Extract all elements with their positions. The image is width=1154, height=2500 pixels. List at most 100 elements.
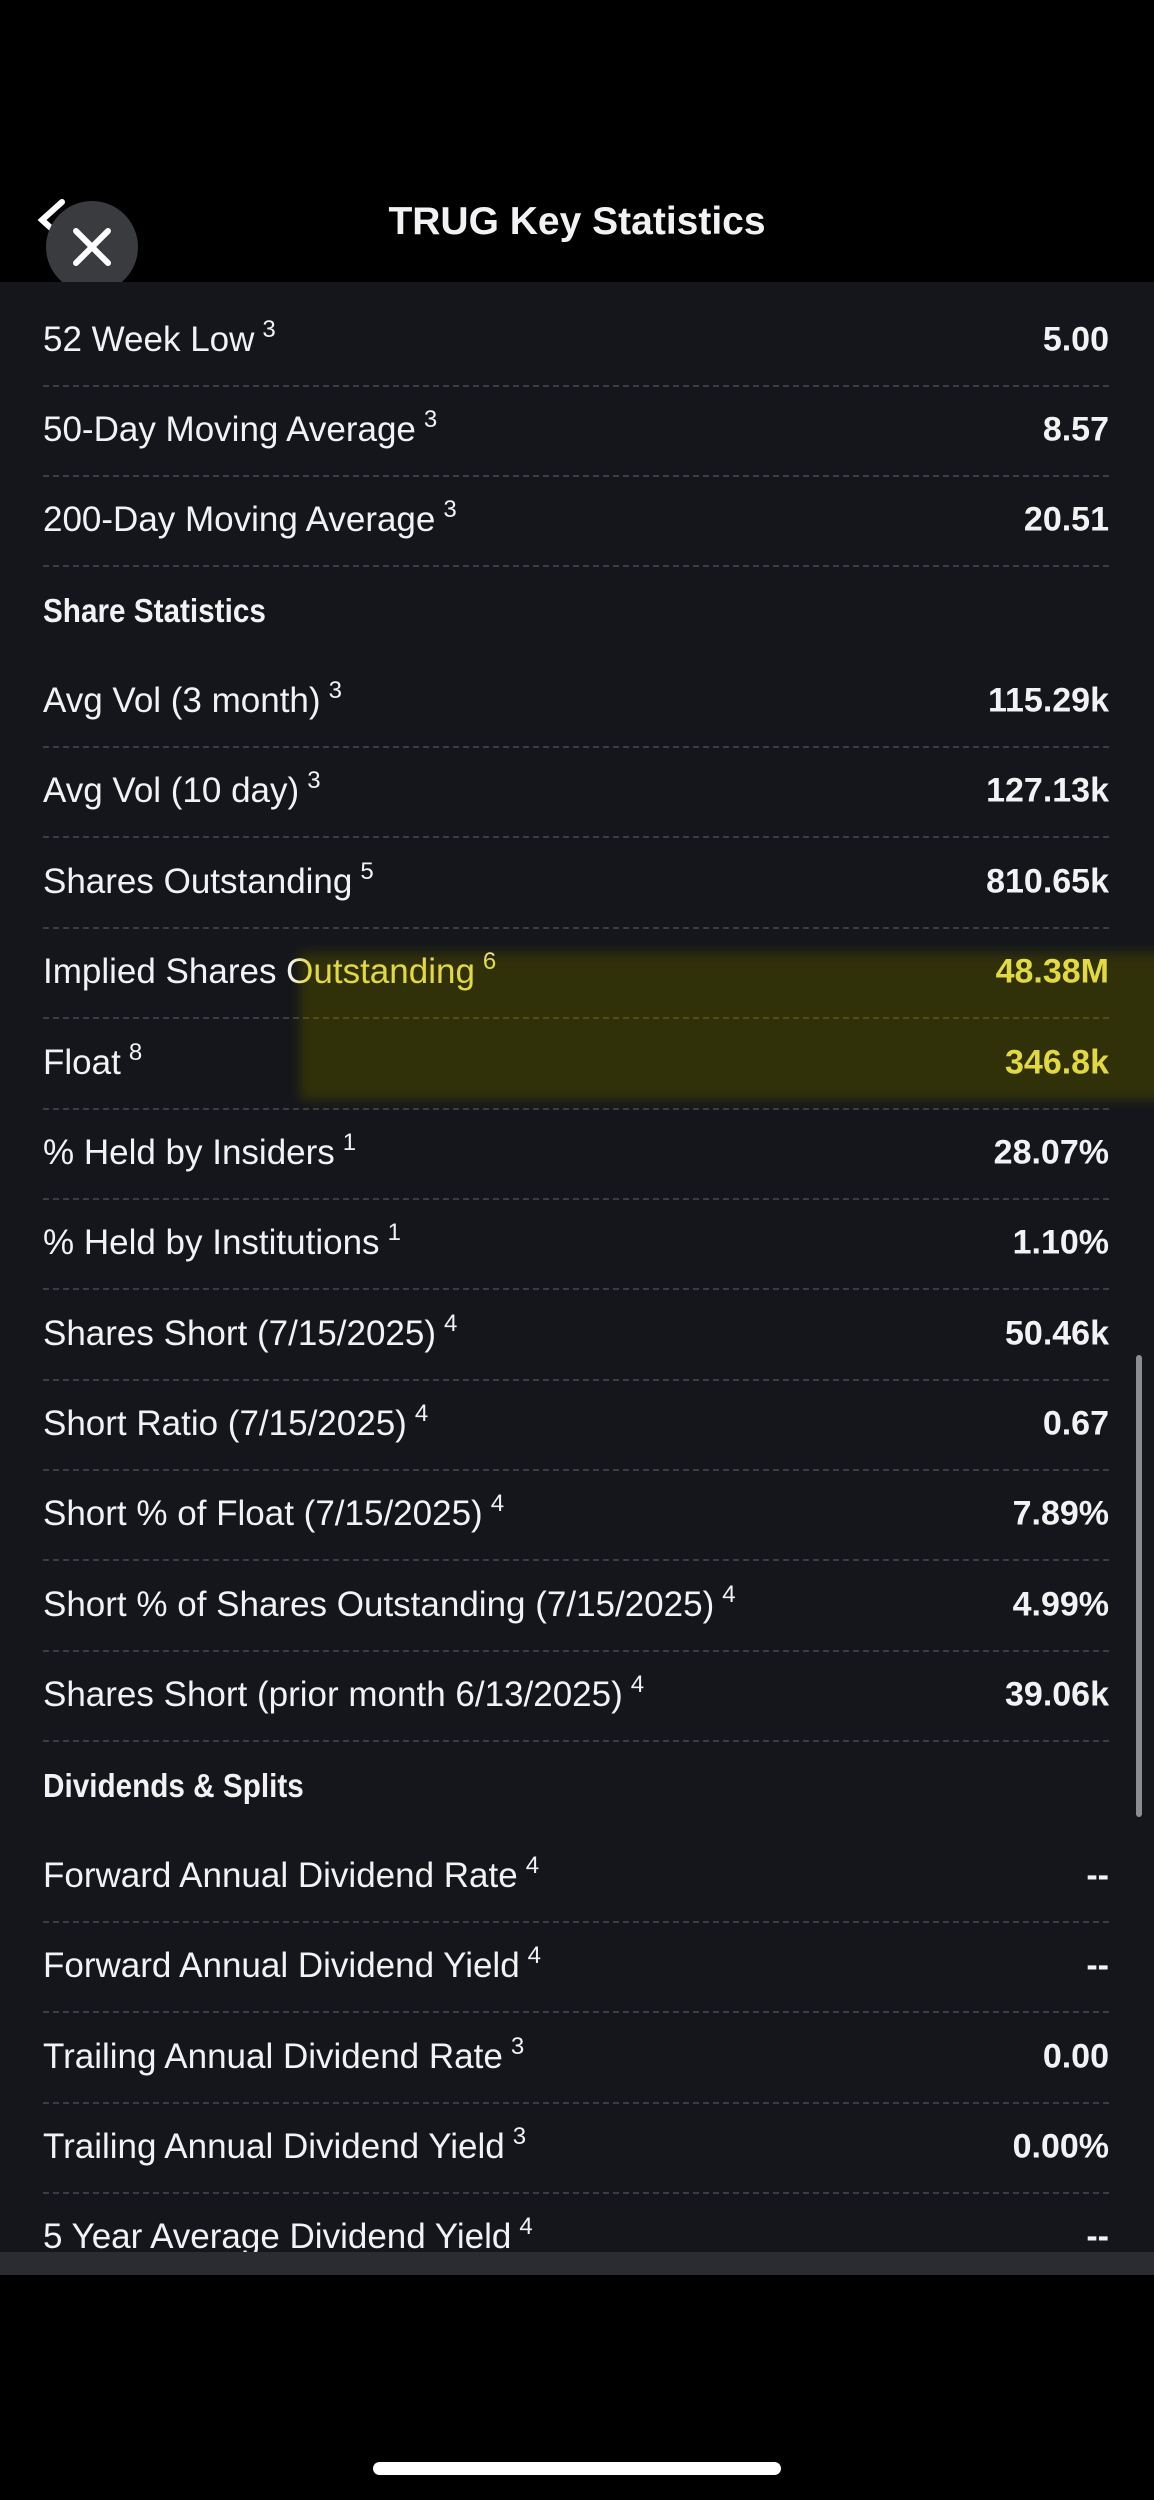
label-text: Avg Vol (3 month) (43, 681, 321, 721)
statistics-list: 52 Week Low 3 5.00 50-Day Moving Average 3 8.… (0, 282, 1154, 2272)
stat-label: Shares Short (7/15/2025) 4 (43, 1310, 457, 1354)
stat-label: % Held by Insiders 1 (43, 1129, 356, 1173)
stat-value: 39.06k (1005, 1675, 1109, 1714)
home-indicator (373, 2462, 781, 2475)
footnote-ref: 3 (443, 496, 457, 524)
separator (43, 2011, 1109, 2014)
footnote-ref: 1 (387, 1219, 401, 1247)
label-text: Short % of Shares Outstanding (7/15/2025… (43, 1584, 715, 1624)
footnote-ref: 4 (630, 1671, 645, 1699)
footnote-ref: 3 (423, 405, 438, 433)
label-text: Forward Annual Dividend Rate (43, 1855, 518, 1895)
label-text: Trailing Annual Dividend Rate (43, 2036, 503, 2076)
separator (43, 1107, 1109, 1110)
stat-value: -- (1086, 1856, 1109, 1895)
label-text: Shares Short (7/15/2025) (43, 1313, 437, 1353)
label-text: 50-Day Moving Average (43, 409, 416, 449)
stat-label: Short % of Float (7/15/2025) 4 (43, 1490, 504, 1534)
label-text: % Held by Insiders (43, 1132, 335, 1172)
bottom-bar (0, 2252, 1154, 2275)
stat-label: 52 Week Low 3 (43, 316, 276, 360)
separator (43, 474, 1109, 477)
footnote-ref: 4 (525, 1851, 540, 1879)
separator (43, 384, 1109, 387)
stat-label: Shares Outstanding 5 (43, 858, 374, 902)
footnote-ref: 4 (519, 2213, 533, 2241)
stat-value: 4.99% (1012, 1585, 1109, 1624)
section-heading: Dividends & Splits (43, 1766, 304, 1804)
label-text: Short Ratio (7/15/2025) (43, 1404, 407, 1444)
label-text: % Held by Institutions (43, 1223, 380, 1263)
title: TRUG Key Statistics (388, 200, 766, 243)
label-text: 200-Day Moving Average (43, 500, 436, 540)
footnote-ref: 8 (128, 1038, 143, 1066)
label-text: 5 Year Average Dividend Yield (43, 2217, 512, 2257)
footnote-ref: 4 (490, 1490, 505, 1518)
stat-label: % Held by Institutions 1 (43, 1219, 401, 1263)
label-text: Trailing Annual Dividend Yield (43, 2127, 505, 2167)
footnote-ref: 4 (527, 1942, 542, 1970)
footnote-ref: 3 (512, 2123, 527, 2151)
label-text: Short % of Float (7/15/2025) (43, 1494, 483, 1534)
stat-value: 810.65k (986, 862, 1109, 901)
footnote-ref: 1 (342, 1128, 357, 1156)
separator (43, 1649, 1109, 1652)
stat-value: 0.67 (1042, 1404, 1109, 1443)
separator (43, 565, 1109, 568)
stat-value: -- (1086, 1946, 1109, 1985)
separator (43, 926, 1109, 929)
stat-label: 200-Day Moving Average 3 (43, 496, 457, 540)
stat-value: -- (1086, 2217, 1109, 2256)
close-back-button[interactable] (20, 180, 160, 300)
footnote-ref: 5 (360, 857, 374, 885)
footnote-ref: 4 (722, 1580, 736, 1608)
stat-value: 28.07% (993, 1133, 1109, 1172)
stat-value: 127.13k (986, 771, 1109, 810)
stat-label: Shares Short (prior month 6/13/2025) 4 (43, 1671, 644, 1715)
separator (43, 2192, 1109, 2195)
footnote-ref: 3 (262, 315, 276, 343)
stat-label: Float 8 (43, 1039, 142, 1083)
section-heading: Share Statistics (43, 591, 266, 629)
separator (43, 1288, 1109, 1291)
stat-value: 0.00 (1042, 2037, 1109, 2076)
stat-label: Avg Vol (10 day) 3 (43, 767, 321, 811)
footnote-ref: 3 (328, 677, 342, 705)
separator (43, 1469, 1109, 1472)
footnote-ref: 4 (414, 1400, 429, 1428)
separator (43, 2101, 1109, 2104)
stat-value: 115.29k (987, 681, 1109, 720)
stat-value: 1.10% (1012, 1223, 1109, 1262)
separator (43, 1197, 1109, 1200)
stat-label: Trailing Annual Dividend Rate 3 (43, 2033, 524, 2077)
stat-label: Forward Annual Dividend Yield 4 (43, 1942, 541, 1986)
stat-label: 5 Year Average Dividend Yield 4 (43, 2213, 533, 2257)
label-text: Float (43, 1042, 121, 1082)
separator (43, 1559, 1109, 1562)
highlight (300, 953, 1154, 1100)
stat-label: Short % of Shares Outstanding (7/15/2025… (43, 1581, 736, 1625)
stat-value: 8.57 (1042, 410, 1109, 449)
stat-value: 50.46k (1005, 1314, 1109, 1353)
separator (43, 746, 1109, 749)
separator (43, 1920, 1109, 1923)
footnote-ref: 4 (444, 1309, 458, 1337)
label-text: Avg Vol (10 day) (43, 771, 300, 811)
label-text: Forward Annual Dividend Yield (43, 1946, 520, 1986)
label-text: Shares Outstanding (43, 861, 353, 901)
stat-label: Short Ratio (7/15/2025) 4 (43, 1400, 428, 1444)
separator (43, 1378, 1109, 1381)
stat-label: Forward Annual Dividend Rate 4 (43, 1852, 539, 1896)
stat-value: 0.00% (1012, 2127, 1109, 2166)
footnote-ref: 3 (510, 2032, 525, 2060)
scrollbar (1136, 1355, 1142, 1817)
stat-label: 50-Day Moving Average 3 (43, 406, 437, 450)
stat-value: 7.89% (1012, 1494, 1109, 1533)
stat-value: 5.00 (1042, 320, 1109, 358)
separator (43, 1740, 1109, 1743)
stat-value: 20.51 (1023, 500, 1109, 539)
stat-label: Avg Vol (3 month) 3 (43, 677, 342, 721)
separator (43, 836, 1109, 839)
label-text: Shares Short (prior month 6/13/2025) (43, 1675, 623, 1715)
